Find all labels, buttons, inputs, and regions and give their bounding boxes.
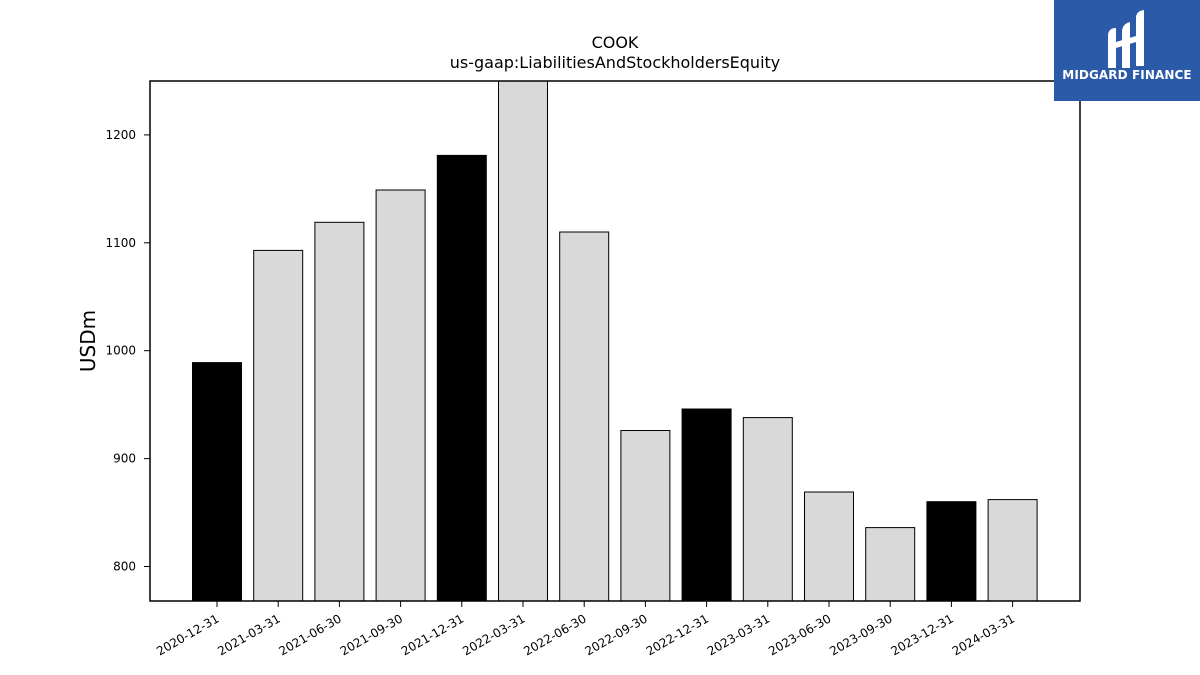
y-tick-label: 1100 — [105, 236, 136, 250]
x-tick-label: 2023-06-30 — [766, 611, 833, 658]
y-tick-label: 1200 — [105, 128, 136, 142]
bar-2020-12-31 — [192, 362, 242, 602]
bar-2022-03-31 — [498, 80, 548, 602]
x-tick-label: 2022-06-30 — [521, 611, 588, 658]
chart-title: COOK — [592, 33, 639, 52]
bar-2021-12-31 — [436, 154, 487, 602]
bar-2023-09-30 — [865, 527, 916, 602]
bar-2022-09-30 — [620, 430, 671, 602]
bar-2021-03-31 — [253, 249, 304, 602]
x-tick-label: 2022-09-30 — [582, 611, 649, 658]
bar-2023-06-30 — [804, 491, 854, 602]
y-tick-label: 800 — [113, 560, 136, 574]
y-axis-label: USDm — [76, 310, 100, 372]
x-tick-label: 2021-06-30 — [276, 611, 343, 658]
x-tick-label: 2022-03-31 — [460, 611, 527, 658]
x-tick-label: 2023-03-31 — [705, 611, 772, 658]
x-tick-label: 2020-12-31 — [154, 611, 221, 658]
x-tick-label: 2023-09-30 — [827, 611, 894, 658]
bar-2021-09-30 — [375, 189, 426, 602]
bar-2021-06-30 — [314, 221, 365, 602]
plot-frame — [149, 80, 1081, 602]
x-tick-label: 2023-12-31 — [888, 611, 955, 658]
bar-2023-12-31 — [926, 501, 977, 602]
midgard-logo-icon — [1108, 10, 1144, 68]
midgard-finance-logo: MIDGARD FINANCE — [1054, 0, 1200, 101]
chart-subtitle: us-gaap:LiabilitiesAndStockholdersEquity — [450, 53, 781, 72]
x-tick-label: 2021-03-31 — [215, 611, 282, 658]
bar-2024-03-31 — [987, 499, 1038, 602]
x-ticks-group: 2020-12-312021-03-312021-06-302021-09-30… — [154, 601, 1017, 658]
x-tick-label: 2022-12-31 — [644, 611, 711, 658]
y-ticks-group: 800 900 1000 1100 1200 — [105, 128, 150, 574]
bars-group — [192, 80, 1038, 602]
bar-2022-12-31 — [681, 408, 732, 602]
x-tick-label: 2021-09-30 — [338, 611, 405, 658]
x-tick-label: 2021-12-31 — [399, 611, 466, 658]
y-tick-label: 900 — [113, 452, 136, 466]
logo-text: MIDGARD FINANCE — [1062, 68, 1192, 82]
bar-2023-03-31 — [742, 417, 793, 602]
y-tick-label: 1000 — [105, 344, 136, 358]
x-tick-label: 2024-03-31 — [950, 611, 1017, 658]
bar-2022-06-30 — [559, 231, 610, 602]
